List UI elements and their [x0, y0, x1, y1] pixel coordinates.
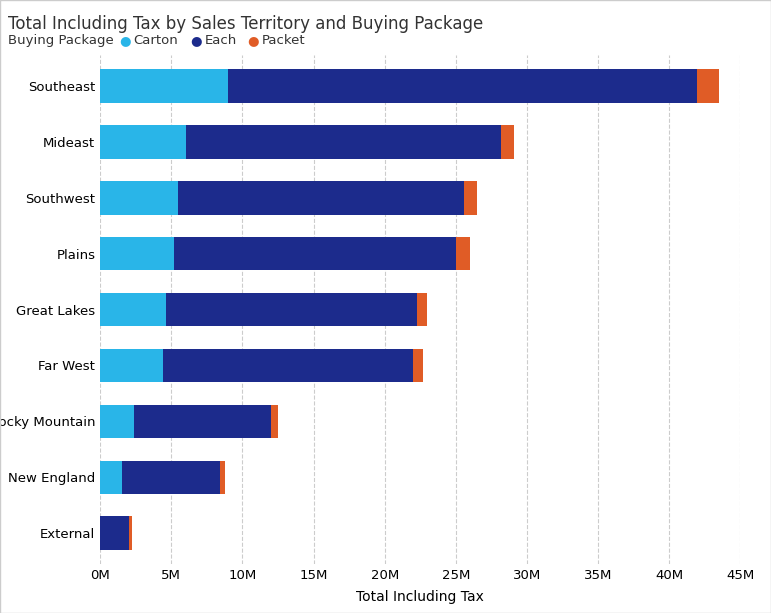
Bar: [456, 237, 470, 270]
Bar: [122, 460, 220, 494]
Bar: [464, 181, 477, 215]
Bar: [100, 460, 122, 494]
Bar: [100, 125, 186, 159]
Text: Packet: Packet: [261, 34, 305, 47]
Bar: [129, 516, 132, 550]
Text: ●: ●: [120, 34, 131, 47]
Bar: [100, 237, 174, 270]
Text: Total Including Tax by Sales Territory and Buying Package: Total Including Tax by Sales Territory a…: [8, 15, 483, 33]
Bar: [417, 293, 427, 326]
X-axis label: Total Including Tax: Total Including Tax: [356, 590, 484, 604]
Bar: [228, 69, 698, 103]
Text: Each: Each: [204, 34, 237, 47]
Bar: [186, 125, 501, 159]
Bar: [178, 181, 464, 215]
Bar: [698, 69, 719, 103]
Text: ●: ●: [190, 34, 202, 47]
Text: ●: ●: [247, 34, 259, 47]
Bar: [100, 349, 163, 383]
Text: Carton: Carton: [133, 34, 178, 47]
Bar: [100, 516, 129, 550]
Bar: [501, 125, 514, 159]
Bar: [220, 460, 224, 494]
Bar: [163, 349, 413, 383]
Bar: [174, 237, 456, 270]
Bar: [166, 293, 417, 326]
Bar: [413, 349, 423, 383]
Bar: [100, 405, 134, 438]
Bar: [134, 405, 271, 438]
Bar: [100, 69, 228, 103]
Text: Buying Package: Buying Package: [8, 34, 113, 47]
Bar: [271, 405, 278, 438]
Bar: [100, 293, 166, 326]
Bar: [100, 181, 178, 215]
